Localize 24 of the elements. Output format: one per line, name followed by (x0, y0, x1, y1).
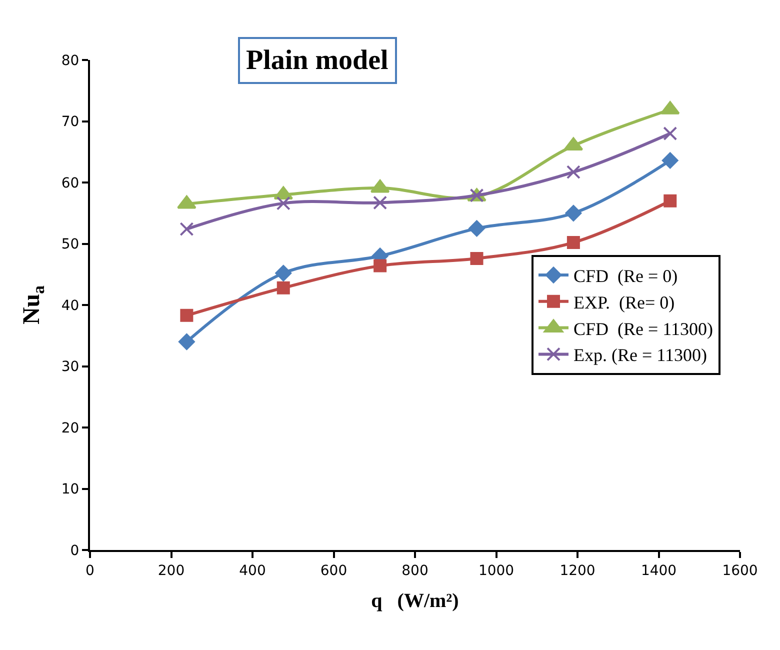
x-tick-label: 0 (86, 562, 94, 579)
x-axis-title: q (W/m²) (371, 590, 459, 612)
y-tick-label: 10 (61, 482, 80, 498)
y-tick-label: 30 (61, 359, 80, 376)
x-tick-label: 200 (158, 562, 185, 579)
legend-label: CFD (Re = 0) (574, 266, 678, 286)
y-tick-label: 20 (61, 420, 80, 436)
y-tick-label: 50 (61, 236, 80, 253)
x-tick-label: 400 (239, 562, 266, 579)
legend-label: EXP. (Re= 0) (574, 292, 675, 312)
y-tick-label: 80 (61, 52, 80, 69)
legend-label: CFD (Re = 11300) (574, 318, 713, 339)
y-tick-label: 60 (61, 175, 80, 192)
x-tick-label: 800 (402, 562, 428, 579)
chart-title: Plain model (246, 45, 389, 76)
x-tick-label: 1600 (722, 562, 758, 579)
legend-label: Exp. (Re = 11300) (574, 345, 707, 366)
y-tick-label: 0 (70, 542, 80, 559)
x-tick-label: 600 (320, 562, 348, 579)
x-tick-label: 1200 (560, 562, 596, 579)
x-tick-label: 1000 (478, 562, 514, 579)
y-tick-label: 40 (61, 298, 80, 314)
y-tick-label: 70 (61, 114, 80, 130)
x-tick-label: 1400 (640, 562, 677, 579)
